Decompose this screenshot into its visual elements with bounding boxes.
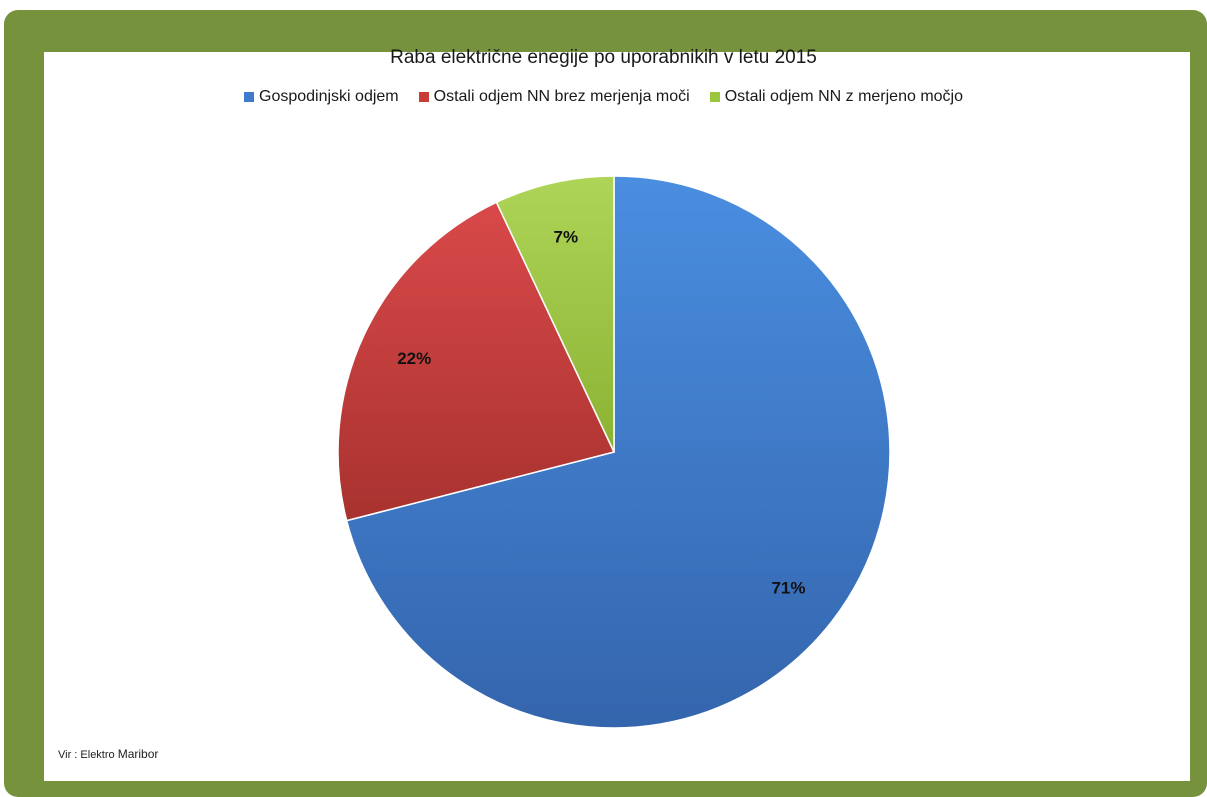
data-label: 71%	[771, 578, 805, 597]
slice-z-merjeno	[495, 175, 615, 453]
source-note: Vir : Elektro Maribor	[58, 747, 158, 761]
legend-swatch-blue	[244, 92, 254, 102]
legend-item-brez-merjenja: Ostali odjem NN brez merjenja moči	[418, 88, 690, 106]
legend-label: Ostali odjem NN z merjeno močjo	[724, 88, 963, 105]
source-prefix: Vir : Elektro	[58, 749, 115, 761]
data-label: 7%	[554, 228, 579, 247]
chart-title: Raba električne enegije po uporabnikih v…	[390, 47, 817, 68]
legend-label: Gospodinjski odjem	[259, 88, 399, 105]
legend-label: Ostali odjem NN brez merjenja moči	[433, 88, 690, 105]
legend-item-z-merjeno: Ostali odjem NN z merjeno močjo	[709, 88, 963, 106]
data-label: 22%	[397, 349, 431, 368]
slice-brez-merjenja	[337, 201, 616, 522]
source-name: Maribor	[117, 747, 159, 761]
legend: Gospodinjski odjem Ostali odjem NN brez …	[0, 88, 1207, 106]
slice-gospodinjski	[345, 175, 891, 729]
legend-swatch-red	[418, 92, 429, 102]
legend-swatch-green	[709, 92, 720, 102]
legend-item-gospodinjski: Gospodinjski odjem	[244, 88, 399, 106]
